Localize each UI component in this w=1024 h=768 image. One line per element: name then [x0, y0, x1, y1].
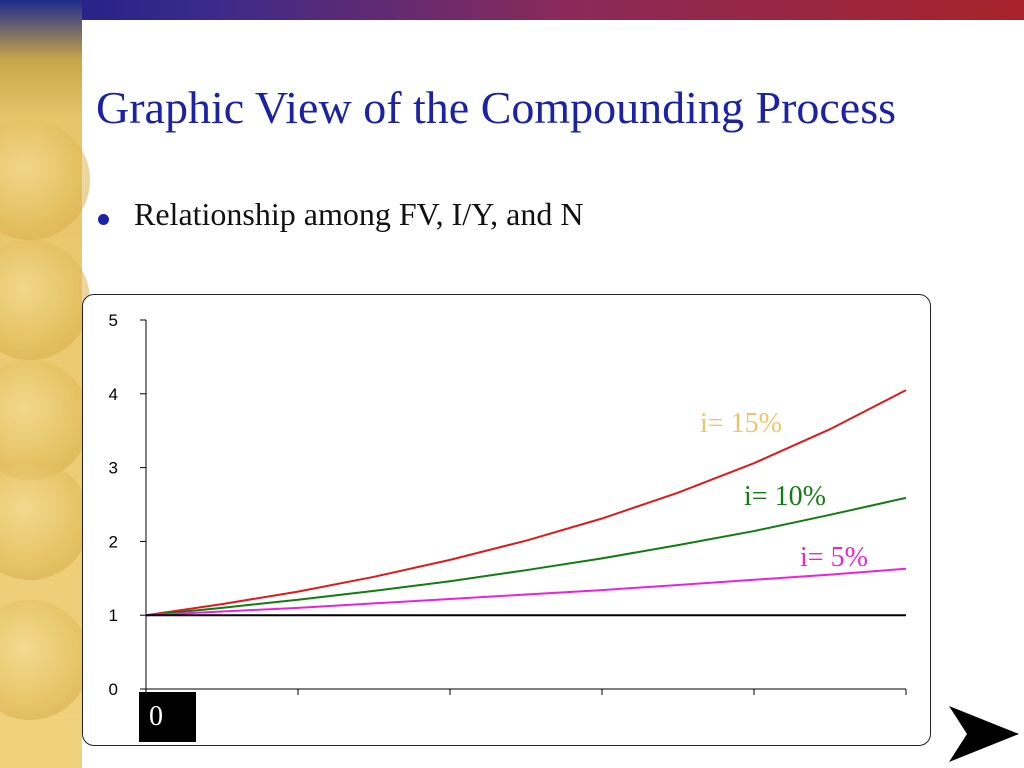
y-tick-label: 1: [109, 606, 118, 625]
slide-title: Graphic View of the Compounding Process: [96, 82, 896, 133]
bullet-dot-icon: [98, 214, 109, 225]
x-origin-label: 0: [139, 692, 196, 742]
y-tick-label: 3: [109, 459, 118, 478]
series-label-10pct: i= 10%: [744, 481, 826, 512]
bullet-text: Relationship among FV, I/Y, and N: [134, 196, 584, 232]
y-tick-label: 5: [109, 311, 118, 330]
series-label-5pct: i= 5%: [800, 542, 868, 573]
series-line-10pct: [145, 496, 907, 617]
y-tick-label: 4: [109, 385, 118, 404]
y-tick-label: 2: [109, 532, 118, 551]
y-tick-label: 0: [109, 680, 118, 699]
series-line-5pct: [145, 567, 907, 617]
top-decor-band: [0, 0, 1024, 20]
left-decor-band: [0, 0, 90, 768]
next-slide-arrow-icon[interactable]: [945, 702, 1021, 766]
chart-frame: [82, 294, 931, 746]
series-line-15pct: [145, 389, 907, 617]
series-label-15pct: i= 15%: [700, 408, 782, 439]
